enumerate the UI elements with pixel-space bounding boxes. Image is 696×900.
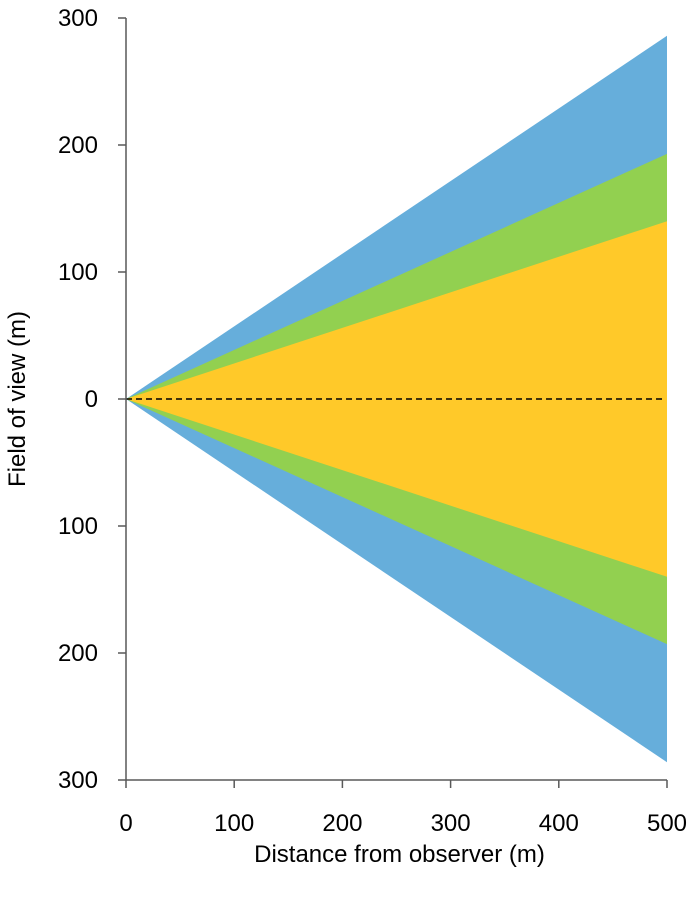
x-tick-label: 500 xyxy=(647,810,687,837)
x-axis-ticks: 0 100 200 300 400 500 xyxy=(119,780,687,837)
y-tick-label: 200 xyxy=(58,132,98,159)
x-tick-label: 100 xyxy=(214,810,254,837)
y-tick-label: 100 xyxy=(58,513,98,540)
y-tick-label: 200 xyxy=(58,640,98,667)
y-axis-title: Field of view (m) xyxy=(4,311,31,487)
y-tick-label: 0 xyxy=(85,386,98,413)
y-tick-label: 300 xyxy=(58,767,98,794)
x-tick-label: 0 xyxy=(119,810,132,837)
x-tick-label: 200 xyxy=(322,810,362,837)
x-tick-label: 300 xyxy=(431,810,471,837)
y-tick-label: 300 xyxy=(58,5,98,32)
y-axis-ticks: 300 200 100 0 100 200 300 xyxy=(58,5,126,794)
x-axis-title: Distance from observer (m) xyxy=(254,841,545,868)
y-tick-label: 100 xyxy=(58,259,98,286)
x-tick-label: 400 xyxy=(539,810,579,837)
